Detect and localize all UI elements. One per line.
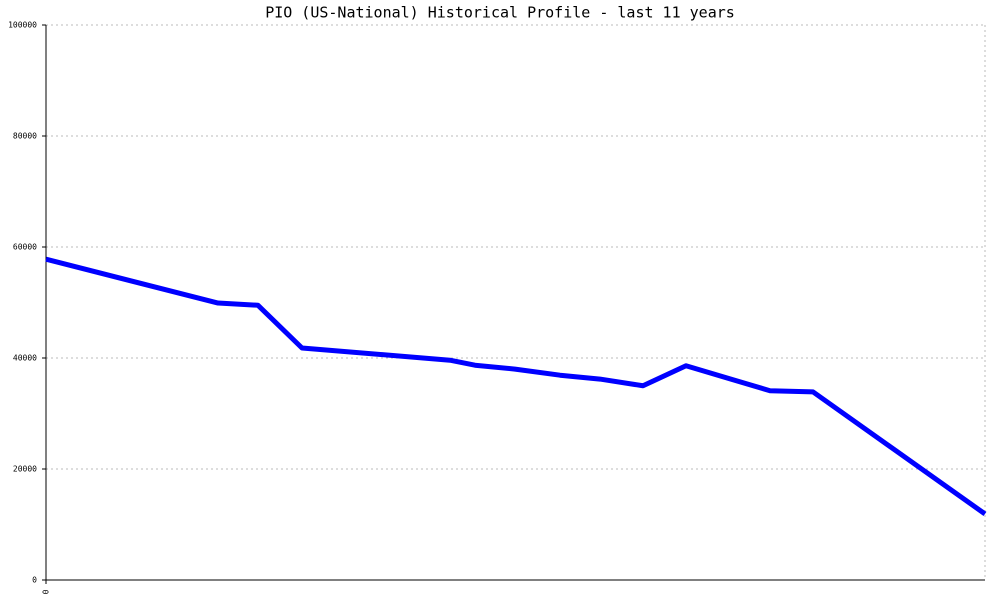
y-tick-label: 20000 [13,465,37,474]
data-line [45,256,987,516]
chart-title: PIO (US-National) Historical Profile - l… [265,4,735,22]
y-tick-label: 60000 [13,243,37,252]
y-tick-label: 40000 [13,354,37,363]
y-tick-label: 0 [32,576,37,585]
y-tick-label: 80000 [13,132,37,141]
y-tick-label: 100000 [8,21,37,30]
x-tick-label: 0 [42,589,51,594]
